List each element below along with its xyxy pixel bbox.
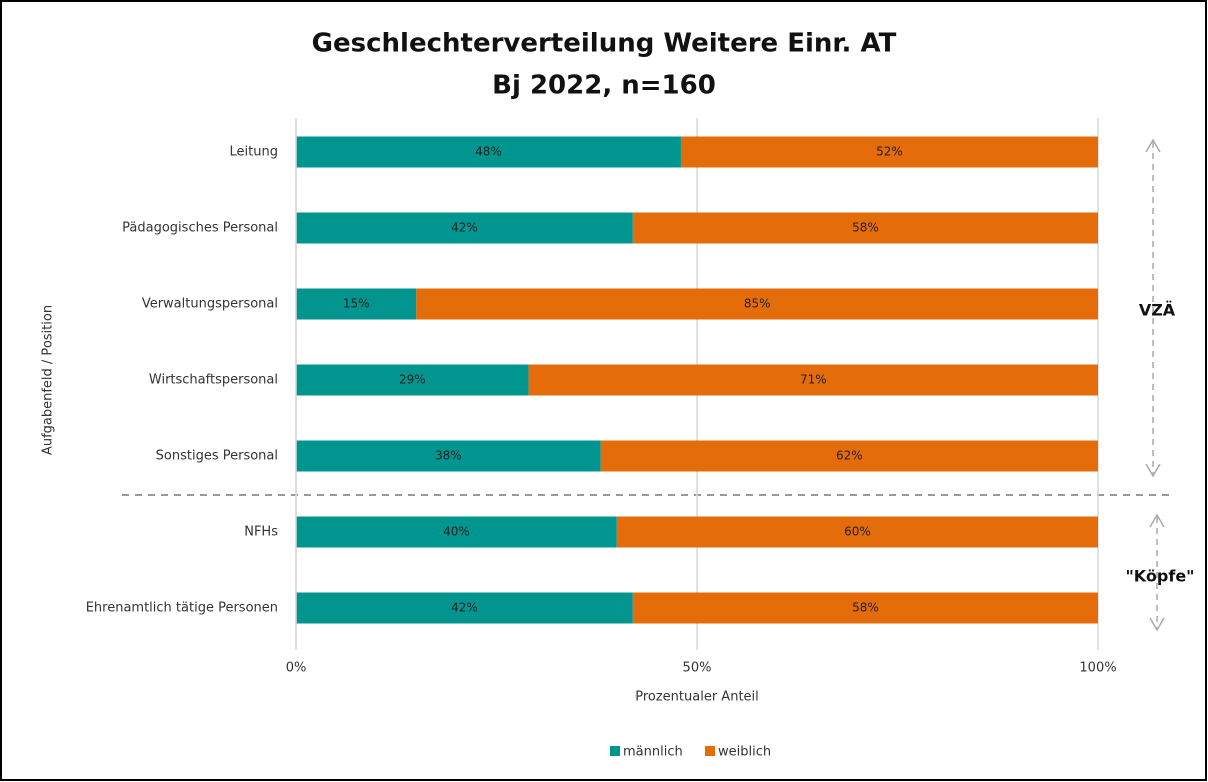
annotation: "Köpfe" [1125,567,1194,586]
data-label: 38% [435,449,462,463]
bar-segment [632,592,1098,624]
x-tick-label: 0% [286,661,307,676]
bar-segment [632,212,1098,244]
x-axis-label: Prozentualer Anteil [635,690,759,705]
data-label: 29% [399,373,426,387]
chart-subtitle: Bj 2022, n=160 [492,71,716,101]
data-label: 71% [800,373,827,387]
y-tick-label: Leitung [230,145,278,160]
data-label: 15% [343,297,370,311]
data-label: 58% [852,221,879,235]
legend-label: männlich [623,745,683,760]
data-label: 42% [451,601,478,615]
arrows [1145,138,1165,632]
y-tick-label: Verwaltungspersonal [142,297,278,312]
data-label: 62% [836,449,863,463]
legend-label: weiblich [718,745,771,760]
bar-segment [296,288,417,320]
x-tick-label: 100% [1079,661,1116,676]
y-tick-label: Ehrenamtlich tätige Personen [86,601,278,616]
legend-swatch [610,746,620,756]
y-tick-label: Pädagogisches Personal [122,221,278,236]
data-label: 40% [443,525,470,539]
data-label: 52% [876,145,903,159]
bar-segment [616,516,1098,548]
annotation: VZÄ [1139,301,1176,320]
y-tick-label: Sonstiges Personal [156,449,278,464]
bar-segment [600,440,1098,472]
bar-segment [296,212,633,244]
bar-segment [296,136,681,168]
y-tick-label: Wirtschaftspersonal [149,373,278,388]
bar-segment [296,592,633,624]
data-label: 48% [475,145,502,159]
bar-segment [296,516,617,548]
y-tick-label: NFHs [244,525,278,540]
data-label: 58% [852,601,879,615]
bar-segment [528,364,1098,396]
bar-segment [296,364,529,396]
bar-segment [680,136,1098,168]
chart-title: Geschlechterverteilung Weitere Einr. AT [312,29,897,59]
x-tick-label: 50% [683,661,712,676]
bar-segment [416,288,1098,320]
data-label: 42% [451,221,478,235]
data-label: 60% [844,525,871,539]
y-axis-label: Aufgabenfeld / Position [41,305,56,455]
bar-segment [296,440,601,472]
legend-swatch [705,746,715,756]
data-label: 85% [744,297,771,311]
